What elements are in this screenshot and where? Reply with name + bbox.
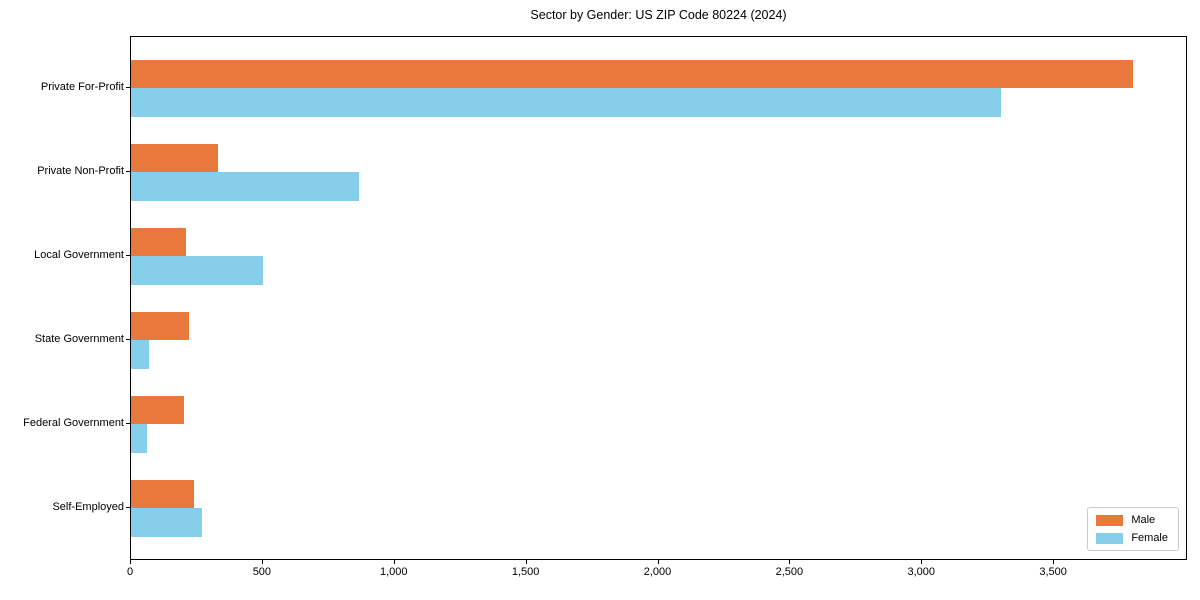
legend-label: Male xyxy=(1131,514,1156,526)
x-tick-mark xyxy=(393,560,395,564)
y-tick-mark xyxy=(126,255,130,256)
y-tick-label: Self-Employed xyxy=(52,501,124,513)
legend-item-male: Male xyxy=(1096,514,1168,526)
bar-female-2 xyxy=(131,172,360,201)
x-tick-mark xyxy=(261,560,263,564)
chart-title: Sector by Gender: US ZIP Code 80224 (202… xyxy=(530,8,787,22)
x-tick-label: 500 xyxy=(252,566,272,578)
bar-male-4 xyxy=(131,311,190,340)
y-tick-label: Local Government xyxy=(34,249,124,261)
y-tick-mark xyxy=(126,87,130,88)
x-tick-mark xyxy=(130,560,131,564)
x-tick-mark xyxy=(921,560,923,564)
y-tick-mark xyxy=(126,339,130,340)
x-tick-mark xyxy=(1053,560,1055,564)
y-tick-mark xyxy=(126,423,130,424)
legend: Male Female xyxy=(1087,507,1179,551)
bar-female-3 xyxy=(131,256,263,285)
x-tick-label: 3,000 xyxy=(907,566,936,578)
y-tick-label: Federal Government xyxy=(23,417,124,429)
y-tick-mark xyxy=(126,171,130,172)
bar-male-5 xyxy=(131,395,184,424)
y-tick-label: Private Non-Profit xyxy=(37,165,124,177)
x-tick-label: 3,500 xyxy=(1039,566,1067,578)
x-tick-label: 2,500 xyxy=(775,566,804,578)
x-tick-mark xyxy=(789,560,791,564)
y-tick-label: State Government xyxy=(34,333,124,345)
y-tick-label: Private For-Profit xyxy=(40,81,124,93)
x-tick-mark xyxy=(657,560,659,564)
bar-female-6 xyxy=(131,508,203,537)
x-tick-label: 1,500 xyxy=(511,566,540,578)
legend-item-female: Female xyxy=(1096,532,1168,544)
legend-label: Female xyxy=(1131,532,1168,544)
plot-area: Male Female xyxy=(130,36,1187,560)
bar-female-4 xyxy=(131,340,150,369)
legend-swatch-icon xyxy=(1096,514,1124,526)
x-tick-label: 2,000 xyxy=(643,566,672,578)
bar-female-5 xyxy=(131,424,147,453)
legend-swatch-icon xyxy=(1096,532,1124,544)
bar-male-6 xyxy=(131,479,195,508)
y-tick-mark xyxy=(126,507,130,508)
x-tick-label: 1,000 xyxy=(379,566,408,578)
bar-male-3 xyxy=(131,227,187,256)
bar-female-1 xyxy=(131,88,1002,117)
x-tick-label: 0 xyxy=(126,566,134,578)
x-tick-mark xyxy=(525,560,527,564)
bar-male-1 xyxy=(131,59,1134,88)
bar-male-2 xyxy=(131,143,219,172)
